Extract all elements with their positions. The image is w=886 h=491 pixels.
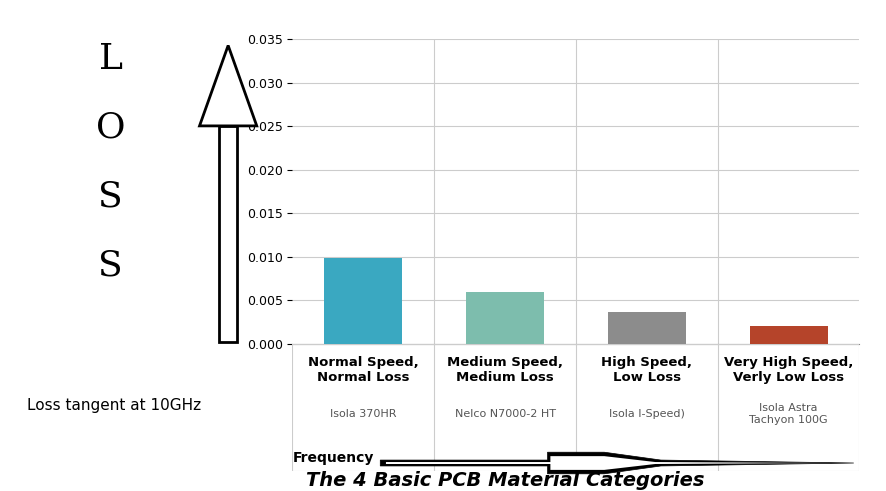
Polygon shape	[386, 456, 831, 470]
Text: Loss tangent at 10GHz: Loss tangent at 10GHz	[27, 398, 201, 412]
Text: Isola 370HR: Isola 370HR	[330, 409, 397, 419]
Text: S: S	[98, 179, 123, 214]
Bar	[608, 312, 686, 344]
Polygon shape	[199, 46, 257, 126]
Text: L: L	[98, 42, 123, 76]
Text: The 4 Basic PCB Material Categories: The 4 Basic PCB Material Categories	[306, 470, 704, 490]
Polygon shape	[219, 126, 237, 342]
Text: Isola Astra
Tachyon 100G: Isola Astra Tachyon 100G	[750, 403, 828, 425]
Text: Isola I-Speed): Isola I-Speed)	[609, 409, 685, 419]
Text: S: S	[98, 248, 123, 282]
Bar	[466, 292, 544, 344]
Bar	[324, 258, 402, 344]
Text: Nelco N7000-2 HT: Nelco N7000-2 HT	[455, 409, 556, 419]
Text: O: O	[96, 110, 126, 145]
Bar	[750, 327, 828, 344]
Polygon shape	[380, 452, 854, 474]
Text: Frequency: Frequency	[292, 451, 374, 465]
